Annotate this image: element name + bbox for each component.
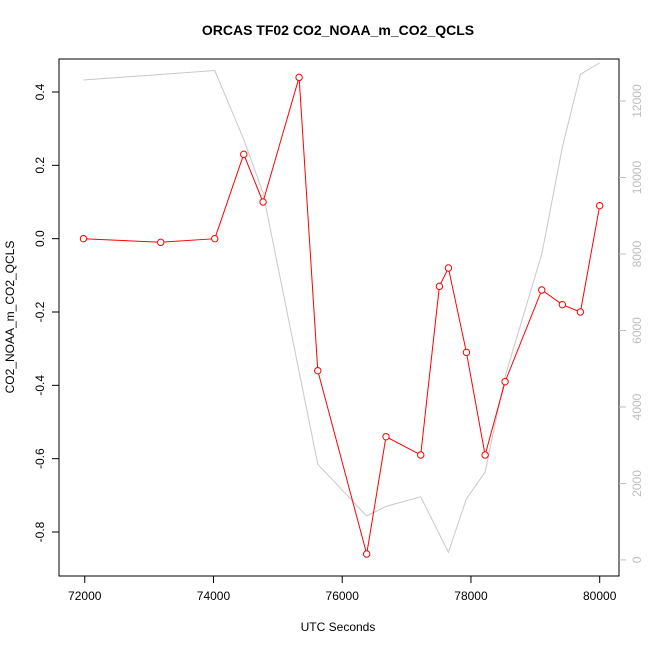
series-line-secondary (83, 62, 600, 554)
y2-tick-label: 10000 (630, 161, 644, 195)
data-point (435, 282, 444, 291)
data-point (444, 264, 453, 272)
data-point (362, 550, 371, 558)
y2-tick-label: 0 (630, 556, 644, 563)
data-point (79, 234, 88, 243)
y2-tick-label: 6000 (630, 317, 644, 344)
axes: 72000 74000 76000 78000 80000-0.8-0.6-0.4-0.… (33, 58, 644, 603)
y-tick-label: 0.2 (33, 157, 47, 174)
data-point (595, 201, 604, 210)
y2-tick-label: 4000 (630, 393, 644, 420)
y-tick-label: 0.0 (33, 230, 47, 247)
data-point (481, 451, 489, 459)
y-axis-label: CO2_NOAA_m_CO2_QCLS (3, 241, 17, 394)
x-tick-label: 80000 (583, 589, 617, 603)
data-point (240, 150, 248, 159)
data-point (382, 432, 390, 441)
data-point (462, 348, 471, 357)
y-tick-label: 0.4 (33, 83, 47, 100)
data-point (314, 366, 322, 375)
series-line-primary (83, 77, 601, 555)
x-tick-label: 76000 (326, 589, 360, 603)
y-tick-label: -0.2 (33, 301, 47, 322)
data-point (211, 234, 219, 243)
x-axis-label: UTC Seconds (301, 620, 376, 634)
data-point (558, 300, 567, 309)
x-tick-label: 74000 (197, 589, 231, 603)
y2-tick-label: 2000 (630, 470, 644, 497)
y2-tick-label: 8000 (630, 240, 644, 267)
data-point (295, 73, 303, 82)
data-point (538, 286, 546, 294)
data-point (157, 238, 165, 247)
chart-title: ORCAS TF02 CO2_NOAA_m_CO2_QCLS (202, 22, 474, 38)
plot-frame (58, 58, 620, 577)
y-tick-label: -0.4 (33, 375, 47, 396)
y-tick-label: -0.8 (33, 521, 47, 542)
x-tick-label: 72000 (68, 589, 102, 603)
x-tick-label: 78000 (454, 589, 488, 603)
data-point (501, 377, 509, 386)
plot-area (79, 62, 604, 558)
y-tick-label: -0.6 (33, 448, 47, 469)
y2-tick-label: 12000 (630, 84, 644, 118)
data-point (259, 198, 267, 206)
data-point (417, 451, 425, 459)
data-point (576, 308, 585, 316)
